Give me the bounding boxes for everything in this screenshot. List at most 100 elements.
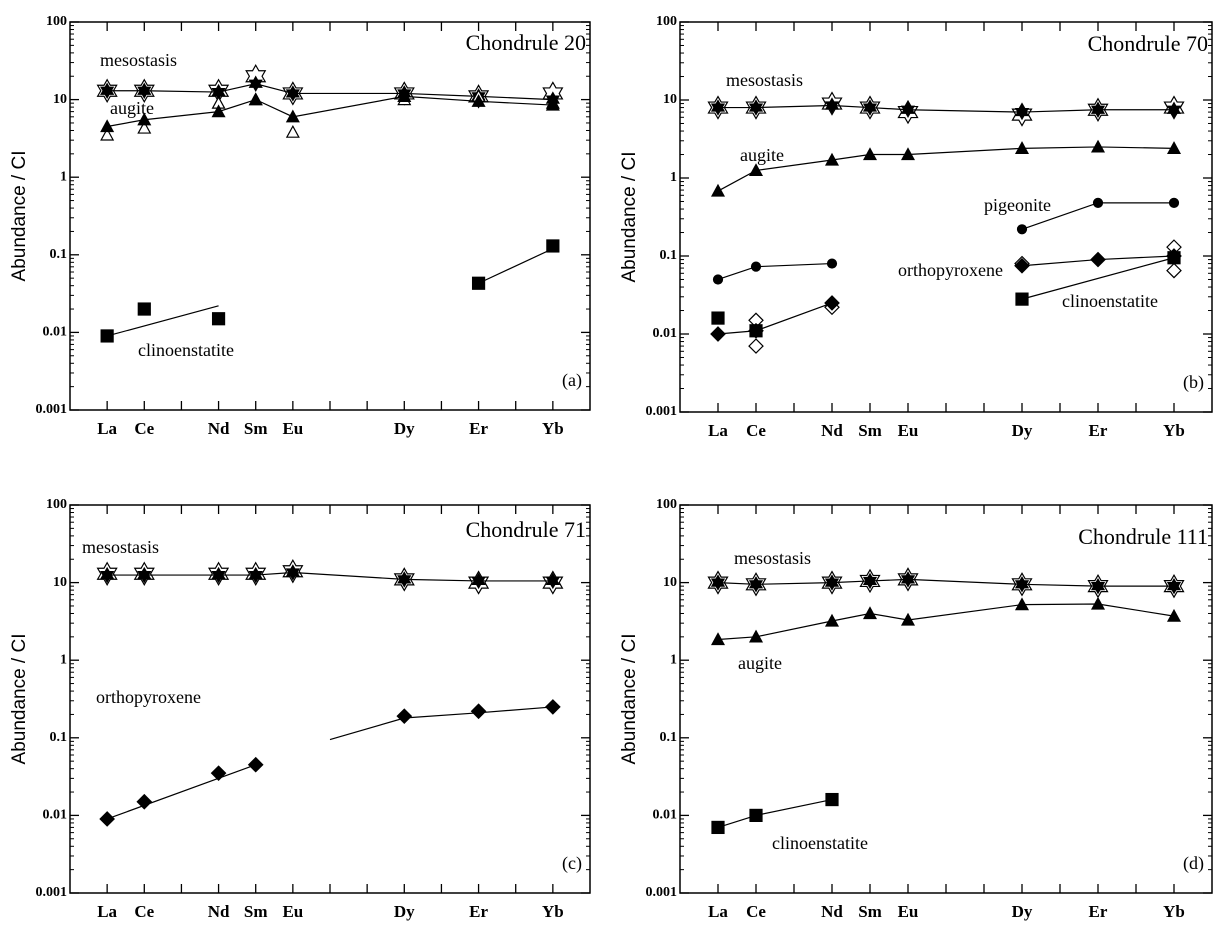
series-line bbox=[107, 571, 553, 582]
square-marker bbox=[749, 324, 763, 338]
panel-title: Chondrule 70 bbox=[1088, 31, 1208, 56]
panel-title: Chondrule 71 bbox=[466, 517, 586, 542]
star-marker bbox=[96, 561, 118, 586]
x-tick-label: Ce bbox=[746, 902, 766, 921]
x-tick-label: Sm bbox=[244, 902, 268, 921]
x-tick-label: Eu bbox=[898, 902, 919, 921]
triangle-marker bbox=[862, 147, 878, 161]
series-line bbox=[717, 578, 1174, 587]
y-tick-label: 10 bbox=[53, 92, 67, 107]
star-marker bbox=[821, 570, 843, 595]
panel-label: (d) bbox=[1183, 853, 1204, 874]
circle-marker bbox=[712, 274, 724, 285]
annotation: clinoenstatite bbox=[772, 833, 868, 853]
triangle-marker bbox=[137, 112, 152, 126]
x-tick-label: Nd bbox=[821, 902, 843, 921]
star-marker bbox=[748, 576, 764, 593]
x-tick-label: La bbox=[708, 421, 728, 440]
diamond-marker bbox=[1014, 257, 1030, 274]
star-marker bbox=[1163, 573, 1185, 599]
diamond-marker bbox=[824, 295, 840, 311]
star-marker bbox=[397, 571, 412, 588]
star-marker bbox=[1011, 102, 1033, 127]
star-marker bbox=[471, 572, 486, 590]
triangle-marker bbox=[471, 94, 486, 107]
triangle-marker bbox=[1166, 141, 1182, 154]
star-marker bbox=[824, 574, 840, 591]
star-marker bbox=[542, 570, 564, 595]
star-marker bbox=[1090, 101, 1106, 118]
y-tick-label: 0.001 bbox=[646, 885, 678, 900]
x-tick-label: Yb bbox=[1163, 902, 1185, 921]
star-marker bbox=[859, 95, 881, 120]
x-tick-label: Er bbox=[469, 902, 488, 921]
star-marker bbox=[707, 570, 729, 595]
triangle-marker bbox=[100, 119, 115, 133]
annotation: augite bbox=[738, 653, 782, 673]
annotation: augite bbox=[110, 98, 154, 118]
x-tick-label: Sm bbox=[858, 421, 882, 440]
annotation: mesostasis bbox=[734, 548, 811, 568]
panel: 0.001 0.01 0.1 1 10 100 La Ce Nd Sm Eu Dy Er Yb Abunda… bbox=[619, 14, 1213, 440]
series-line bbox=[107, 95, 553, 128]
star-marker bbox=[282, 559, 304, 584]
y-tick-label: 10 bbox=[663, 92, 677, 107]
x-tick-label: Yb bbox=[542, 902, 564, 921]
square-marker bbox=[711, 820, 725, 835]
panel: 0.001 0.01 0.1 1 10 100 La Ce Nd Sm Eu Dy Er Yb Abunda… bbox=[9, 497, 591, 921]
diamond-marker bbox=[710, 326, 726, 342]
star-marker bbox=[821, 91, 843, 116]
annotation: mesostasis bbox=[100, 50, 177, 70]
star-marker bbox=[133, 78, 155, 103]
panel-title: Chondrule 111 bbox=[1078, 524, 1208, 549]
star-marker bbox=[1163, 95, 1185, 120]
x-tick-label: Eu bbox=[282, 902, 303, 921]
annotation: pigeonite bbox=[984, 195, 1051, 215]
x-tick-label: Yb bbox=[542, 419, 564, 438]
triangle-marker bbox=[824, 152, 840, 166]
star-marker bbox=[710, 99, 726, 116]
series-line bbox=[1021, 257, 1175, 300]
star-marker bbox=[468, 570, 490, 595]
star-marker bbox=[137, 82, 152, 99]
series-line bbox=[717, 603, 1175, 641]
x-tick-label: La bbox=[97, 902, 117, 921]
square-marker bbox=[546, 239, 560, 253]
x-tick-label: Eu bbox=[282, 419, 303, 438]
x-tick-label: Er bbox=[1089, 421, 1108, 440]
x-tick-label: Ce bbox=[746, 421, 766, 440]
series-line bbox=[106, 764, 256, 820]
star-marker bbox=[393, 567, 415, 592]
y-tick-label: 1 bbox=[670, 652, 677, 667]
annotation: orthopyroxene bbox=[898, 260, 1003, 280]
y-tick-label: 0.01 bbox=[653, 326, 678, 341]
triangle-marker bbox=[900, 147, 916, 161]
star-marker bbox=[862, 99, 878, 116]
triangle-marker bbox=[1014, 597, 1030, 611]
series-line bbox=[329, 706, 553, 741]
series-line bbox=[717, 798, 833, 828]
star-marker bbox=[859, 568, 881, 594]
y-axis-label: Abundance / CI bbox=[619, 152, 640, 283]
star-marker bbox=[1166, 577, 1182, 595]
circle-marker bbox=[1016, 224, 1028, 235]
star-marker bbox=[897, 567, 919, 592]
y-tick-label: 100 bbox=[46, 14, 67, 29]
star-marker bbox=[1014, 103, 1030, 121]
series-line bbox=[717, 262, 833, 281]
triangle-marker bbox=[211, 104, 226, 118]
diamond-marker bbox=[247, 756, 264, 773]
star-marker bbox=[745, 572, 767, 597]
series-line bbox=[107, 83, 553, 101]
x-tick-label: Dy bbox=[394, 902, 415, 921]
star-marker bbox=[824, 97, 840, 114]
star-marker bbox=[900, 101, 916, 118]
triangle-marker bbox=[285, 109, 300, 123]
star-marker bbox=[96, 78, 118, 103]
triangle-marker bbox=[248, 92, 263, 106]
y-tick-label: 0.01 bbox=[653, 808, 678, 823]
y-tick-label: 10 bbox=[53, 575, 67, 590]
x-tick-label: Sm bbox=[858, 902, 882, 921]
star-marker bbox=[1014, 576, 1030, 593]
